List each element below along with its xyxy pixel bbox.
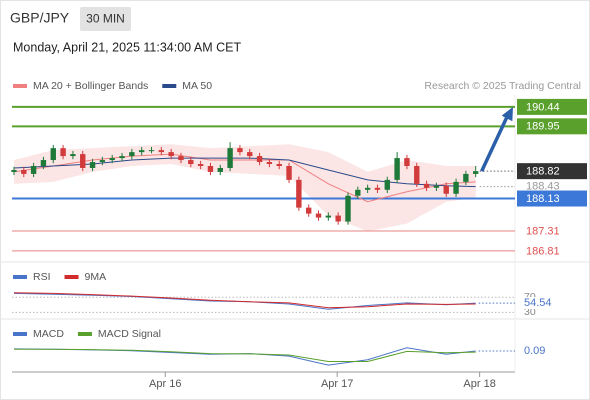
level-label: 190.44 <box>526 101 560 113</box>
last-value-label: 54.54 <box>524 297 552 309</box>
candle-body <box>207 165 214 172</box>
level-label: 186.81 <box>526 245 560 257</box>
candle-body <box>99 160 106 163</box>
level-label: 188.13 <box>526 193 560 205</box>
candle-body <box>276 164 282 166</box>
candle-body <box>89 162 96 168</box>
candle-body <box>129 152 135 157</box>
candle-body <box>305 207 312 214</box>
candle-body <box>266 162 273 165</box>
legend-label: RSI <box>33 271 51 283</box>
legend-label: 9MA <box>85 271 107 283</box>
candle-body <box>247 152 253 157</box>
y-tick-label: 30 <box>524 306 536 318</box>
candle-body <box>315 213 322 218</box>
last-value-bg <box>521 297 561 310</box>
source: Research © 2025 Trading Central <box>424 80 581 92</box>
subtitle: Monday, April 21, 2025 11:34:00 AM CET <box>13 40 242 54</box>
candle-body <box>138 150 145 153</box>
candle-body <box>70 154 76 157</box>
candle-body <box>21 169 27 174</box>
candle-body <box>404 158 410 166</box>
x-tick-label: Apr 18 <box>463 378 495 390</box>
candle-body <box>296 179 302 208</box>
x-tick-label: Apr 16 <box>149 378 181 390</box>
chart-title: GBP/JPY <box>10 10 70 26</box>
candle-body <box>237 148 243 153</box>
series-line <box>13 292 476 309</box>
candle-body <box>197 164 204 166</box>
candle-body <box>374 187 381 190</box>
legend-label: MA 50 <box>182 80 212 92</box>
last-price-label: 188.82 <box>526 166 560 178</box>
candle-body <box>364 187 371 190</box>
forecast-arrowhead <box>501 106 513 122</box>
y-tick-label: 70 <box>524 291 536 303</box>
candle-body <box>188 160 194 165</box>
legend-swatch <box>64 275 79 279</box>
candle-body <box>463 173 469 182</box>
candle-body <box>11 169 17 172</box>
bollinger-band <box>14 144 476 232</box>
last-price-box <box>517 163 587 180</box>
level-label-box <box>517 98 587 115</box>
last-value-bg <box>521 345 561 358</box>
candle-body <box>217 167 223 172</box>
candle-body <box>178 156 184 161</box>
candle-body <box>345 195 351 222</box>
candle-body <box>256 156 263 163</box>
candle-body <box>109 158 115 161</box>
candle-body <box>453 181 459 194</box>
level-label: 187.31 <box>526 225 560 237</box>
legend-swatch <box>13 275 27 279</box>
series-line <box>14 348 476 362</box>
candle-body <box>286 165 292 180</box>
level-label-box <box>517 190 587 207</box>
candle-body <box>60 148 66 157</box>
candle-body <box>423 183 430 188</box>
candle-body <box>433 185 440 188</box>
candle-body <box>50 148 56 161</box>
forecast-arrow <box>480 116 509 172</box>
level-label-box <box>517 118 587 135</box>
level-label: 189.95 <box>526 121 560 133</box>
legend-label: MA 20 + Bollinger Bands <box>33 80 148 92</box>
ma-price-label: 188.43 <box>526 181 560 193</box>
candle-body <box>355 189 361 196</box>
last-value-label: 0.09 <box>524 345 545 357</box>
candle-body <box>394 158 400 180</box>
legend-swatch <box>162 84 177 88</box>
candle-body <box>335 215 341 222</box>
legend-swatch <box>13 84 27 88</box>
candle-body <box>148 150 155 152</box>
timeframe-badge <box>80 7 131 31</box>
candle-body <box>227 148 233 168</box>
candle-body <box>384 179 390 190</box>
candle-body <box>80 154 86 168</box>
legend-label: MACD <box>33 328 64 340</box>
candle-body <box>325 215 332 218</box>
candle-body <box>119 156 125 159</box>
candle-body <box>473 171 479 174</box>
candle-body <box>414 165 420 184</box>
candle-body <box>30 165 37 174</box>
timeframe: 30 MIN <box>86 12 125 26</box>
candle-body <box>40 160 47 166</box>
candle-body <box>168 152 174 157</box>
legend-label: MACD Signal <box>98 328 161 340</box>
candle-body <box>443 185 449 194</box>
candle-body <box>158 150 165 153</box>
x-tick-label: Apr 17 <box>321 378 353 390</box>
legend-swatch <box>13 332 27 336</box>
legend-swatch <box>77 332 92 336</box>
